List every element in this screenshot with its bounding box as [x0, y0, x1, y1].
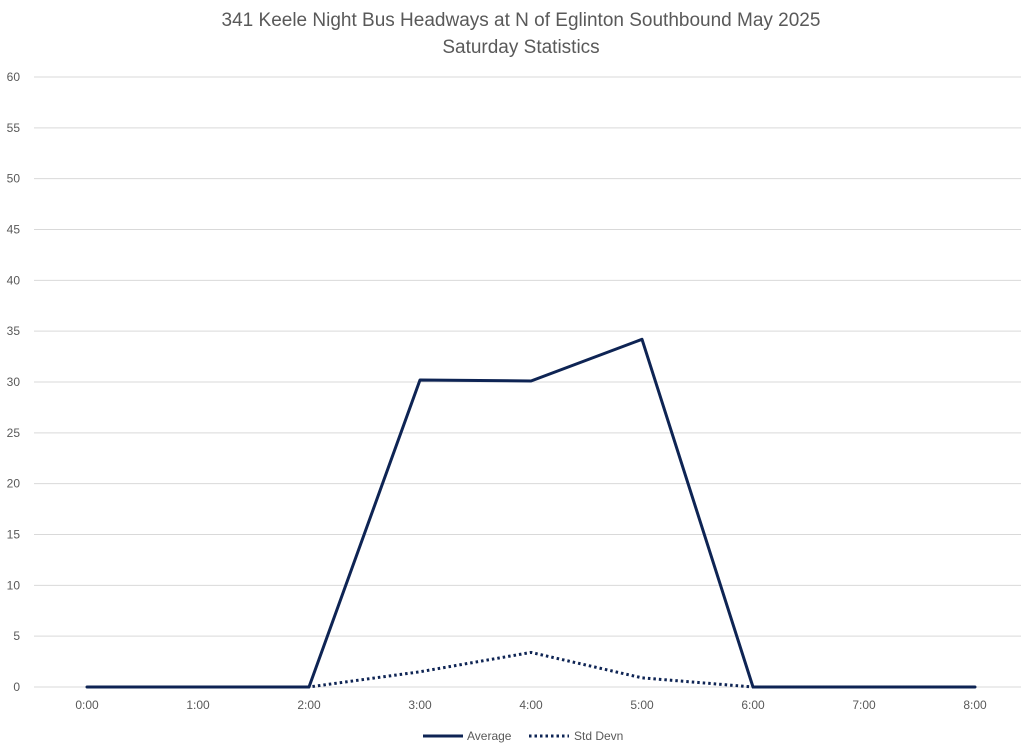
x-tick-label: 7:00 [852, 698, 876, 712]
x-tick-label: 5:00 [630, 698, 654, 712]
y-tick-label: 50 [7, 172, 21, 186]
y-axis-ticks: 0 5 10 15 20 25 30 35 40 45 50 55 60 [7, 70, 21, 694]
gridlines [34, 76, 1021, 688]
legend-label: Average [467, 729, 512, 743]
y-tick-label: 35 [7, 324, 21, 338]
y-tick-label: 30 [7, 375, 21, 389]
series-line-std-devn [87, 650, 975, 689]
series-lines [85, 337, 977, 689]
y-tick-label: 5 [13, 629, 20, 643]
y-tick-label: 60 [7, 70, 21, 84]
x-tick-label: 6:00 [741, 698, 765, 712]
y-tick-label: 45 [7, 223, 21, 237]
y-tick-label: 25 [7, 426, 21, 440]
chart-title: 341 Keele Night Bus Headways at N of Egl… [222, 10, 821, 31]
y-tick-label: 0 [13, 680, 20, 694]
x-tick-label: 0:00 [75, 698, 99, 712]
x-tick-label: 8:00 [963, 698, 987, 712]
x-axis-ticks: 0:00 1:00 2:00 3:00 4:00 5:00 6:00 7:00 8:00 [75, 698, 987, 712]
y-tick-label: 40 [7, 273, 21, 287]
x-tick-label: 1:00 [186, 698, 210, 712]
x-tick-label: 2:00 [297, 698, 321, 712]
y-tick-label: 55 [7, 121, 21, 135]
x-tick-label: 4:00 [519, 698, 543, 712]
x-tick-label: 3:00 [408, 698, 432, 712]
chart-subtitle: Saturday Statistics [442, 37, 599, 58]
y-tick-label: 10 [7, 578, 21, 592]
legend-label: Std Devn [574, 729, 623, 743]
y-tick-label: 20 [7, 477, 21, 491]
legend: Average Std Devn [423, 729, 623, 743]
y-tick-label: 15 [7, 528, 21, 542]
series-line-average [85, 337, 977, 689]
